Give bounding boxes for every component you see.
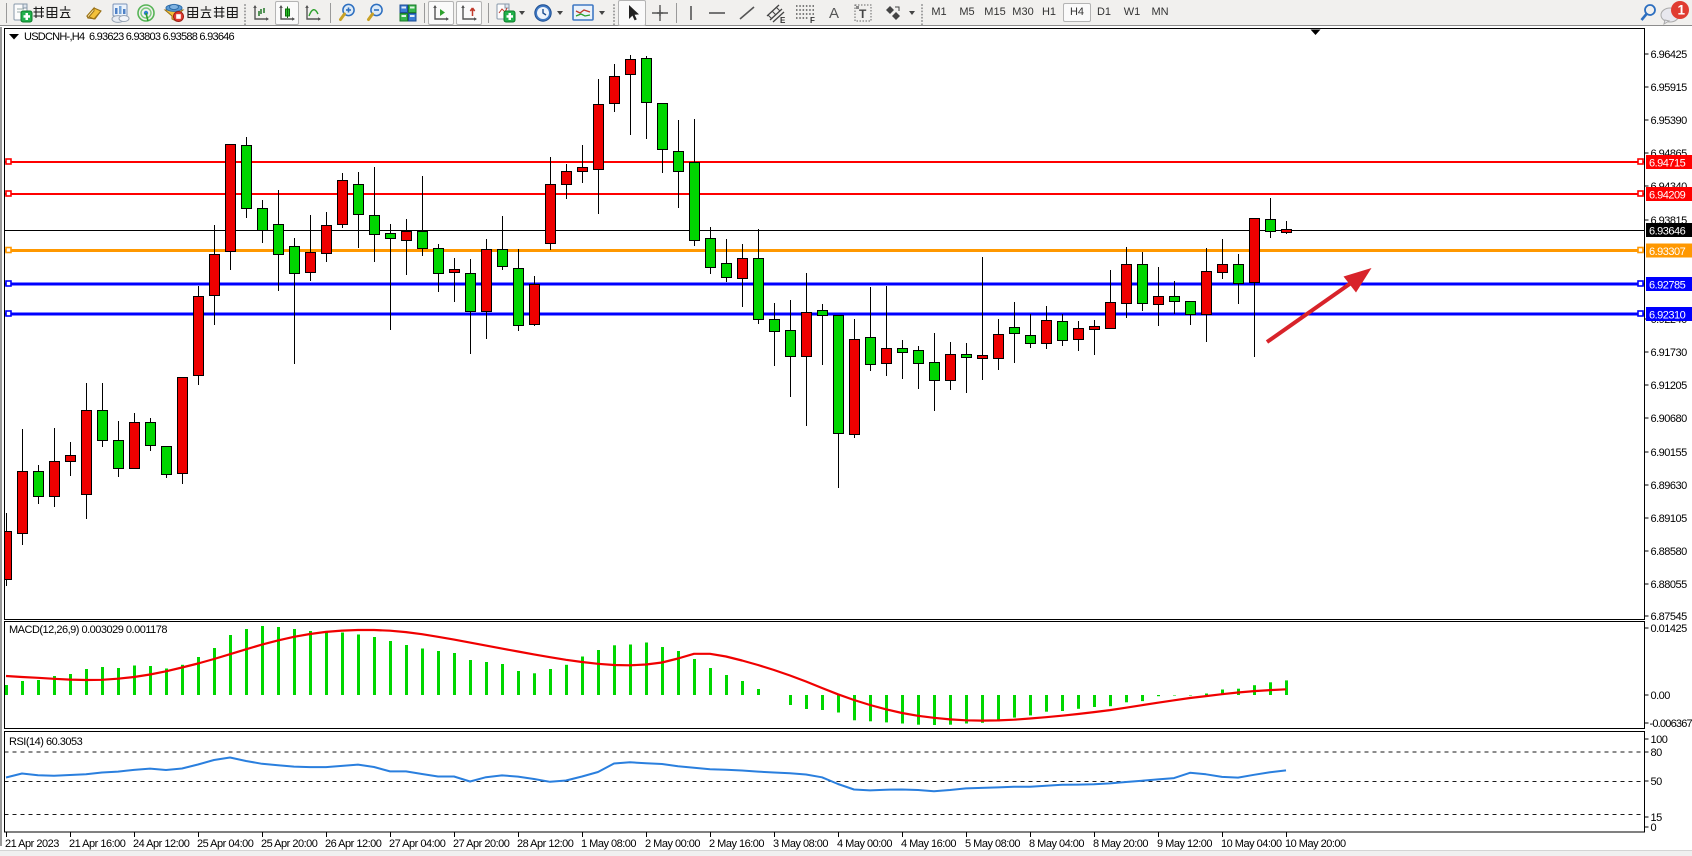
svg-text:RSI(14) 60.3053: RSI(14) 60.3053 [9, 736, 83, 748]
svg-text:F: F [810, 16, 815, 24]
svg-text:50: 50 [1651, 776, 1663, 788]
svg-text:6.93646: 6.93646 [1649, 226, 1686, 238]
svg-text:E: E [780, 16, 786, 24]
svg-text:6.93307: 6.93307 [1649, 246, 1686, 258]
svg-text:A: A [829, 5, 839, 22]
svg-text:6.91205: 6.91205 [1651, 380, 1688, 392]
svg-text:25 Apr 04:00: 25 Apr 04:00 [197, 838, 254, 850]
svg-text:27 Apr 04:00: 27 Apr 04:00 [389, 838, 446, 850]
svg-text:6.88055: 6.88055 [1651, 579, 1688, 591]
svg-text:6.92310: 6.92310 [1649, 310, 1686, 322]
svg-text:5 May 08:00: 5 May 08:00 [965, 838, 1020, 850]
svg-text:2 May 00:00: 2 May 00:00 [645, 838, 700, 850]
svg-text:0: 0 [1651, 822, 1657, 834]
svg-text:6.94715: 6.94715 [1649, 158, 1686, 170]
svg-text:21 Apr 2023: 21 Apr 2023 [5, 838, 59, 850]
svg-text:6.95915: 6.95915 [1651, 82, 1688, 94]
svg-text:28 Apr 12:00: 28 Apr 12:00 [517, 838, 574, 850]
svg-text:MACD(12,26,9) 0.003029 0.00117: MACD(12,26,9) 0.003029 0.001178 [9, 624, 167, 636]
svg-text:6.90680: 6.90680 [1651, 413, 1688, 425]
svg-text:6.90155: 6.90155 [1651, 447, 1688, 459]
svg-text:6.94209: 6.94209 [1649, 190, 1686, 202]
svg-text:15: 15 [1651, 812, 1663, 824]
svg-text:6.89105: 6.89105 [1651, 513, 1688, 525]
svg-text:6.89630: 6.89630 [1651, 480, 1688, 492]
svg-text:80: 80 [1651, 747, 1663, 759]
svg-text:4 May 16:00: 4 May 16:00 [901, 838, 956, 850]
svg-text:26 Apr 12:00: 26 Apr 12:00 [325, 838, 382, 850]
svg-text:24 Apr 12:00: 24 Apr 12:00 [133, 838, 190, 850]
svg-text:100: 100 [1651, 734, 1668, 746]
svg-text:6.87545: 6.87545 [1651, 611, 1688, 623]
svg-text:0.00: 0.00 [1651, 690, 1671, 702]
svg-text:27 Apr 20:00: 27 Apr 20:00 [453, 838, 510, 850]
svg-text:9 May 12:00: 9 May 12:00 [1157, 838, 1212, 850]
svg-text:6.96425: 6.96425 [1651, 49, 1688, 61]
svg-text:4 May 00:00: 4 May 00:00 [837, 838, 892, 850]
svg-text:T: T [859, 7, 867, 21]
svg-text:1: 1 [1678, 3, 1686, 18]
svg-text:6.88580: 6.88580 [1651, 546, 1688, 558]
svg-text:21 Apr 16:00: 21 Apr 16:00 [69, 838, 126, 850]
svg-text:10 May 04:00: 10 May 04:00 [1221, 838, 1282, 850]
svg-text:2 May 16:00: 2 May 16:00 [709, 838, 764, 850]
svg-text:10 May 20:00: 10 May 20:00 [1285, 838, 1346, 850]
svg-text:1 May 08:00: 1 May 08:00 [581, 838, 636, 850]
svg-text:25 Apr 20:00: 25 Apr 20:00 [261, 838, 318, 850]
svg-text:0.01425: 0.01425 [1651, 623, 1688, 635]
svg-text:6.95390: 6.95390 [1651, 115, 1688, 127]
svg-text:6.92785: 6.92785 [1649, 280, 1686, 292]
svg-text:3 May 08:00: 3 May 08:00 [773, 838, 828, 850]
svg-text:8 May 04:00: 8 May 04:00 [1029, 838, 1084, 850]
svg-text:8 May 20:00: 8 May 20:00 [1093, 838, 1148, 850]
svg-text:-0.006367: -0.006367 [1650, 718, 1692, 730]
svg-text:USDCNH-,H4 6.93623 6.93803 6.: USDCNH-,H4 6.93623 6.93803 6.93588 6.936… [24, 31, 235, 43]
svg-text:6.91730: 6.91730 [1651, 347, 1688, 359]
